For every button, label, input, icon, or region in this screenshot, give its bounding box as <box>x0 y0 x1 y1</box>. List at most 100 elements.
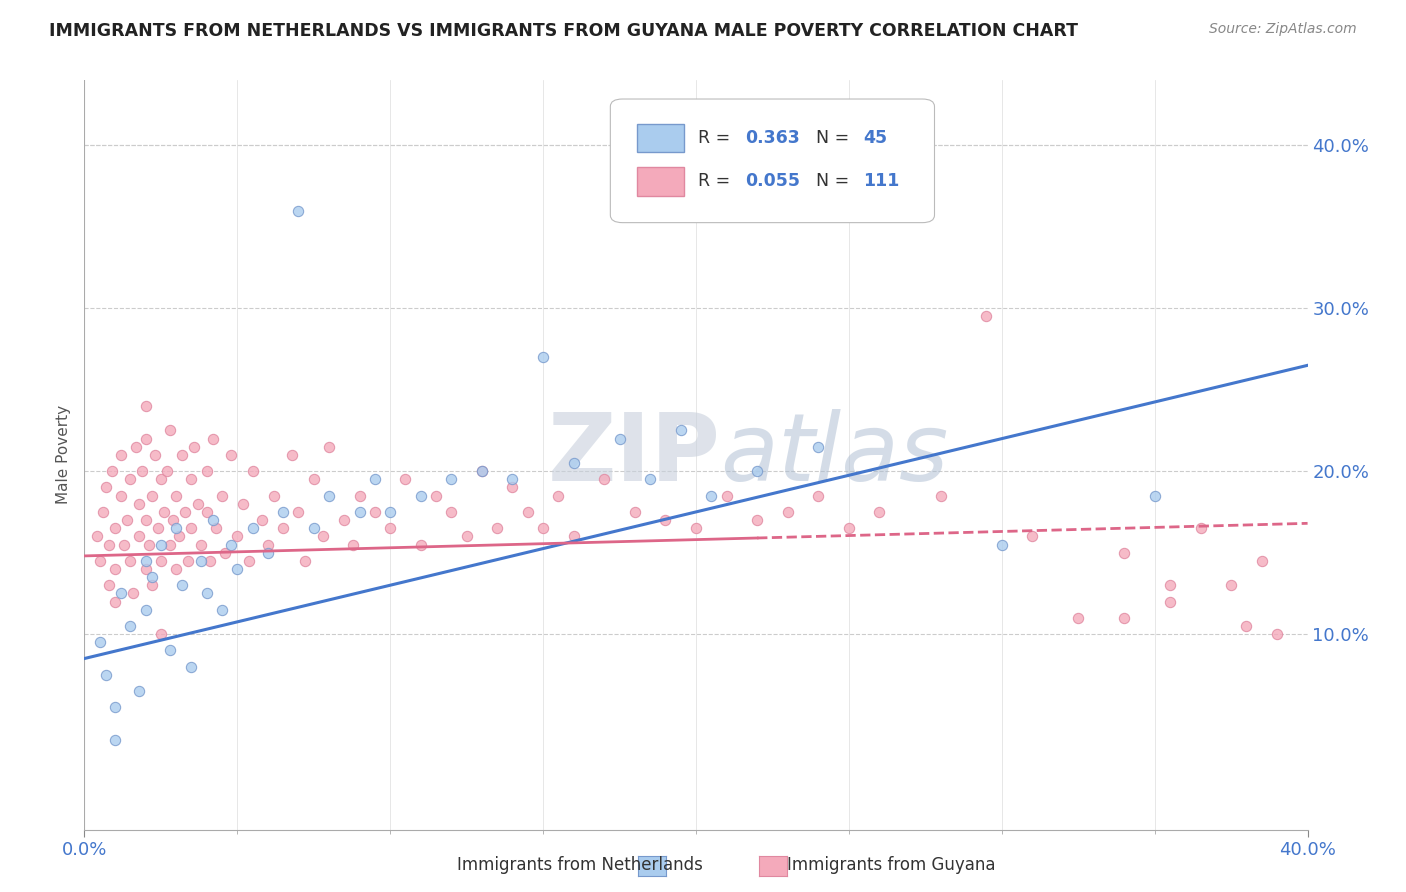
Point <box>342 537 364 551</box>
Point <box>1159 594 1181 608</box>
Point <box>135 399 157 413</box>
Text: ZIP: ZIP <box>547 409 720 501</box>
Point <box>89 635 111 649</box>
Point <box>153 505 176 519</box>
Point <box>409 537 432 551</box>
Point <box>1220 578 1243 592</box>
Point <box>219 537 242 551</box>
Point <box>593 472 616 486</box>
Point <box>195 586 218 600</box>
Point <box>146 521 169 535</box>
Point <box>263 489 285 503</box>
Point <box>128 684 150 698</box>
Point <box>110 489 132 503</box>
Point <box>141 570 163 584</box>
Point <box>531 521 554 535</box>
Point <box>172 578 194 592</box>
Point <box>135 513 157 527</box>
Point <box>110 586 132 600</box>
Point <box>165 521 187 535</box>
Point <box>167 529 190 543</box>
Point <box>547 489 569 503</box>
Point <box>226 562 249 576</box>
Point <box>211 489 233 503</box>
Point <box>318 489 340 503</box>
Point <box>135 554 157 568</box>
Point <box>1143 489 1166 503</box>
Point <box>120 554 142 568</box>
Point <box>1189 521 1212 535</box>
Point <box>149 472 172 486</box>
Point <box>159 424 181 438</box>
FancyBboxPatch shape <box>637 124 683 153</box>
Point <box>226 529 249 543</box>
Point <box>149 537 172 551</box>
Text: 0.363: 0.363 <box>745 129 800 147</box>
Text: 111: 111 <box>863 172 900 190</box>
Point <box>186 497 208 511</box>
Point <box>364 472 387 486</box>
Point <box>349 489 371 503</box>
Point <box>149 554 172 568</box>
Point <box>238 554 260 568</box>
Point <box>287 203 309 218</box>
Text: N =: N = <box>815 172 855 190</box>
Point <box>141 578 163 592</box>
Point <box>122 586 145 600</box>
FancyBboxPatch shape <box>637 167 683 195</box>
Point <box>201 513 224 527</box>
Point <box>190 537 212 551</box>
Point <box>250 513 273 527</box>
Point <box>502 472 524 486</box>
Point <box>271 505 294 519</box>
Point <box>97 537 120 551</box>
Point <box>1067 611 1090 625</box>
Point <box>747 513 769 527</box>
Point <box>101 464 124 478</box>
Point <box>135 602 157 616</box>
Point <box>1265 627 1288 641</box>
Point <box>97 578 120 592</box>
Point <box>159 643 181 657</box>
Point <box>104 562 127 576</box>
Point <box>156 464 179 478</box>
Point <box>294 554 316 568</box>
Point <box>115 513 138 527</box>
Point <box>1236 619 1258 633</box>
Point <box>162 513 184 527</box>
Point <box>120 619 142 633</box>
Point <box>128 529 150 543</box>
Point <box>141 489 163 503</box>
Point <box>394 472 416 486</box>
Point <box>131 464 153 478</box>
Point <box>205 521 228 535</box>
Point <box>195 464 218 478</box>
Point <box>638 472 661 486</box>
Point <box>211 602 233 616</box>
Point <box>502 481 524 495</box>
Point <box>380 521 402 535</box>
Point <box>190 554 212 568</box>
Point <box>271 521 294 535</box>
Point <box>104 700 127 714</box>
Point <box>86 529 108 543</box>
Y-axis label: Male Poverty: Male Poverty <box>56 405 72 505</box>
Point <box>198 554 221 568</box>
Point <box>165 489 187 503</box>
Point <box>609 432 631 446</box>
Point <box>104 594 127 608</box>
Point <box>440 472 463 486</box>
Point <box>302 521 325 535</box>
Point <box>976 310 998 324</box>
Text: atlas: atlas <box>720 409 949 500</box>
Point <box>318 440 340 454</box>
Point <box>302 472 325 486</box>
Text: R =: R = <box>699 129 737 147</box>
Point <box>149 627 172 641</box>
Point <box>562 529 585 543</box>
Point <box>138 537 160 551</box>
Point <box>364 505 387 519</box>
Point <box>104 733 127 747</box>
Point <box>183 440 205 454</box>
Point <box>91 505 114 519</box>
